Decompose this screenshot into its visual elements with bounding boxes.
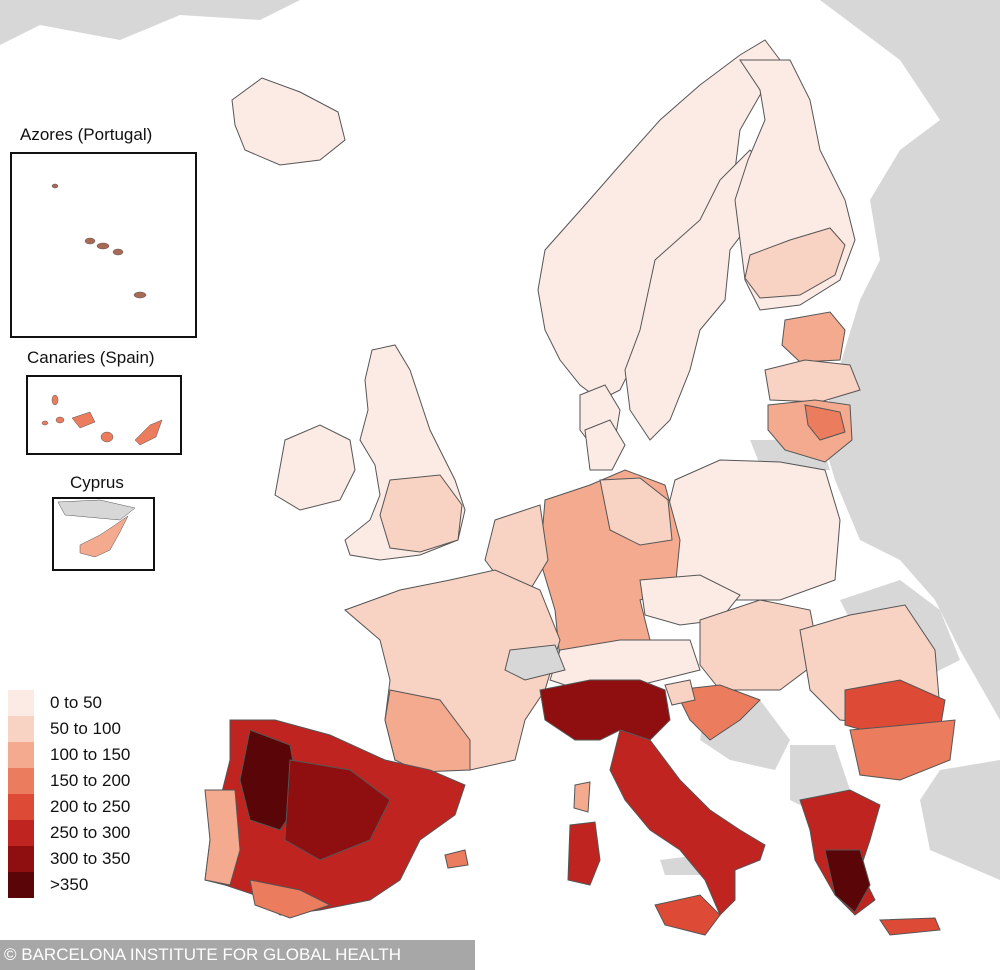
iceland-shape — [231, 77, 346, 166]
legend-swatch — [8, 716, 34, 742]
legend-swatch — [8, 794, 34, 820]
legend-label: 150 to 200 — [50, 771, 131, 790]
legend-label: 50 to 100 — [50, 719, 121, 738]
legend-item: 100 to 150 — [8, 742, 130, 768]
legend-swatch — [8, 768, 34, 794]
legend-swatch — [8, 690, 34, 716]
legend-item: 0 to 50 — [8, 690, 130, 716]
legend-label: 300 to 350 — [50, 849, 131, 868]
mainland-eu — [344, 419, 956, 936]
nordic-countries — [537, 39, 856, 451]
inset-frame-azores — [10, 152, 197, 338]
legend-swatch — [8, 820, 34, 846]
british-isles — [274, 344, 466, 561]
credit-bar: © BARCELONA INSTITUTE FOR GLOBAL HEALTH — [0, 940, 475, 970]
legend-label: 200 to 250 — [50, 797, 131, 816]
legend-label: 250 to 300 — [50, 823, 131, 842]
legend-swatch — [8, 872, 34, 898]
legend-swatch — [8, 846, 34, 872]
legend-item: 150 to 200 — [8, 768, 130, 794]
legend-label: >350 — [50, 875, 89, 894]
inset-title-cyprus: Cyprus — [70, 473, 124, 492]
inset-frame-canaries — [26, 375, 182, 455]
legend-item: 250 to 300 — [8, 820, 130, 846]
legend-item: 300 to 350 — [8, 846, 130, 872]
legend-label: 0 to 50 — [50, 693, 102, 712]
legend: 0 to 50 50 to 100 100 to 150 150 to 200 … — [8, 690, 130, 898]
inset-frame-cyprus — [52, 497, 155, 571]
legend-swatch — [8, 742, 34, 768]
legend-item: >350 — [8, 872, 130, 898]
iberian-peninsula — [204, 719, 469, 919]
inset-title-canaries: Canaries (Spain) — [27, 348, 155, 367]
baltic-states — [764, 311, 861, 463]
legend-item: 50 to 100 — [8, 716, 130, 742]
inset-title-azores: Azores (Portugal) — [20, 125, 153, 144]
legend-label: 100 to 150 — [50, 745, 131, 764]
legend-item: 200 to 250 — [8, 794, 130, 820]
